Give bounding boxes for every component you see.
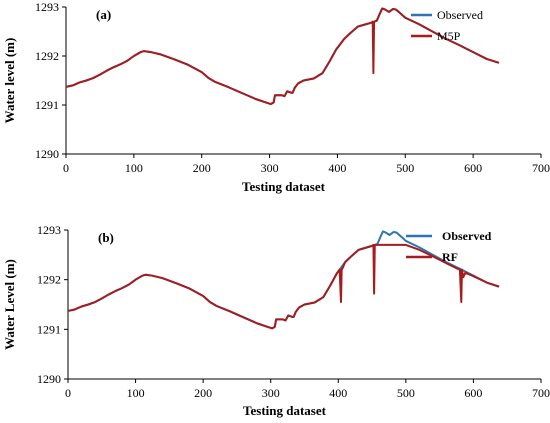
x-tick-label: 200 <box>193 161 211 175</box>
series-line-observed <box>67 230 500 330</box>
panel-label: (a) <box>96 7 111 22</box>
x-tick-label: 300 <box>261 161 279 175</box>
chart-panel-1: 0 100 200 300 400 500 600 700 1290 1291 1292 1293 Te… <box>2 0 550 194</box>
y-tick-label: 1291 <box>37 322 61 336</box>
chart-panel-2: 0 100 200 300 400 500 600 700 1290 1291 1292 1293 Te… <box>2 223 550 418</box>
x-tick-label: 100 <box>127 386 145 400</box>
legend: Observed M5P <box>411 8 483 43</box>
y-axis-title: Water level (m) <box>2 38 17 124</box>
legend: Observed RF <box>406 229 492 264</box>
x-tick-label: 300 <box>262 386 280 400</box>
x-tick-label: 0 <box>63 161 69 175</box>
x-tick-label: 700 <box>532 386 550 400</box>
y-tick-label: 1292 <box>37 273 61 287</box>
x-tick-label: 100 <box>125 161 143 175</box>
x-axis-title: Testing dataset <box>242 179 326 194</box>
x-tick-label: 400 <box>328 161 346 175</box>
series-line-observed <box>65 7 500 106</box>
y-tick-label: 1292 <box>35 49 59 63</box>
series-line-model <box>67 243 500 330</box>
legend-label: RF <box>442 250 458 264</box>
x-tick-label: 200 <box>194 386 212 400</box>
x-axis-title: Testing dataset <box>243 403 327 418</box>
x-tick-label: 0 <box>65 386 71 400</box>
y-tick-label: 1293 <box>35 0 59 14</box>
series-line-model <box>65 7 500 106</box>
y-tick-label: 1290 <box>35 147 59 161</box>
x-tick-label: 500 <box>397 386 415 400</box>
y-tick-label: 1293 <box>37 223 61 237</box>
legend-label: Observed <box>442 229 492 243</box>
y-axis-title: Water Level (m) <box>2 259 17 350</box>
panel-label: (b) <box>98 230 114 245</box>
legend-label: M5P <box>437 29 461 43</box>
x-tick-label: 700 <box>532 161 550 175</box>
x-tick-label: 400 <box>329 386 347 400</box>
y-tick-label: 1290 <box>37 372 61 386</box>
x-tick-label: 600 <box>464 386 482 400</box>
x-tick-label: 500 <box>396 161 414 175</box>
y-tick-label: 1291 <box>35 98 59 112</box>
x-tick-label: 600 <box>464 161 482 175</box>
legend-label: Observed <box>437 8 483 22</box>
